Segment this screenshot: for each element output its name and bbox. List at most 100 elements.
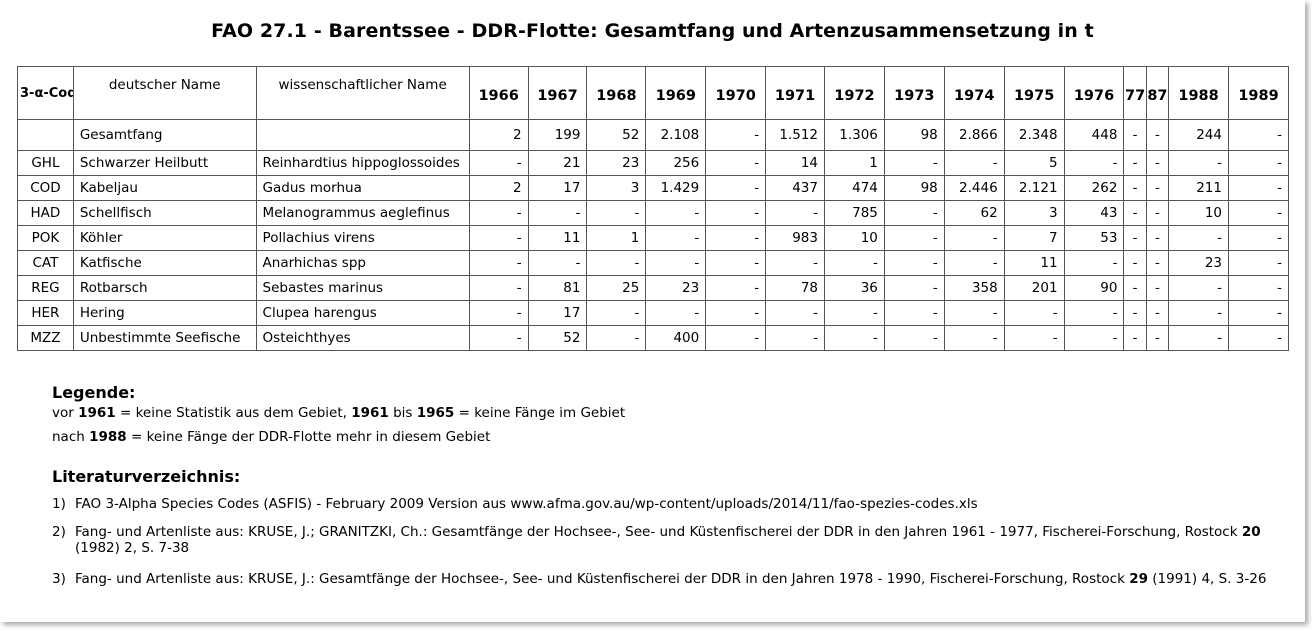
document-page: FAO 27.1 - Barentssee - DDR-Flotte: Gesa… [17, 20, 1289, 587]
catch-value: - [1145, 300, 1170, 326]
catch-value: 1.512 [765, 119, 825, 151]
catch-value: 11 [527, 225, 588, 251]
literature-item-3: 3) Fang- und Artenliste aus: KRUSE, J.: … [52, 571, 1267, 587]
catch-value: 21 [527, 150, 588, 176]
catch-value: 14 [765, 150, 825, 176]
catch-value: - [527, 200, 588, 226]
page-title: FAO 27.1 - Barentssee - DDR-Flotte: Gesa… [211, 20, 1094, 42]
catch-value: - [1123, 200, 1147, 226]
catch-value: 1 [824, 150, 885, 176]
catch-value: - [1003, 300, 1065, 326]
catch-value: - [1123, 325, 1147, 351]
species-code: MZZ [17, 325, 74, 351]
catch-value: - [1228, 225, 1289, 251]
catch-value: - [705, 250, 767, 276]
header-year: 1988 [1168, 66, 1229, 120]
catch-value: - [1123, 275, 1147, 301]
catch-value: - [468, 325, 529, 351]
catch-value: - [705, 175, 767, 201]
german-name: Schellfisch [72, 200, 257, 226]
table-row: CAT Katfische Anarhichas spp - - - - - - - - -11- - -… [17, 250, 1289, 276]
catch-value: 1.429 [645, 175, 707, 201]
species-code: COD [17, 175, 74, 201]
species-code: GHL [17, 150, 74, 176]
catch-value: 211 [1168, 175, 1229, 201]
header-year: 1972 [824, 66, 885, 120]
catch-value: - [943, 150, 1005, 176]
german-name: Rotbarsch [72, 275, 257, 301]
catch-value: - [1145, 275, 1170, 301]
catch-value: 400 [645, 325, 707, 351]
catch-value: - [468, 150, 529, 176]
header-year: 1975 [1003, 66, 1065, 120]
species-code: POK [17, 225, 74, 251]
catch-value: - [765, 300, 825, 326]
legend-heading: Legende: [52, 383, 136, 402]
catch-value: 3 [586, 175, 647, 201]
catch-value: 785 [824, 200, 885, 226]
catch-value: - [824, 250, 885, 276]
scientific-name: Anarhichas spp [255, 250, 470, 276]
species-code: HAD [17, 200, 74, 226]
catch-value: - [1228, 325, 1289, 351]
legend-line-2: nach 1988 = keine Fänge der DDR-Flotte m… [52, 429, 491, 445]
header-year: 1974 [943, 66, 1005, 120]
catch-value: - [1228, 250, 1289, 276]
catch-value: - [943, 325, 1005, 351]
catch-value: - [1168, 325, 1229, 351]
table-row: HER Hering Clupea harengus -17- - - - - - - - - - - - - [17, 300, 1289, 326]
catch-value: - [586, 200, 647, 226]
catch-value: 2 [468, 119, 529, 151]
catch-value: 98 [883, 119, 945, 151]
catch-value: - [705, 119, 767, 151]
catch-value: - [943, 250, 1005, 276]
catch-value: - [943, 225, 1005, 251]
catch-value: 256 [645, 150, 707, 176]
catch-value: - [468, 275, 529, 301]
catch-value: 62 [943, 200, 1005, 226]
catch-value: - [1168, 300, 1229, 326]
catch-value: - [1145, 325, 1170, 351]
catch-value: - [943, 300, 1005, 326]
catch-value: 78 [765, 275, 825, 301]
catch-value: 2.446 [943, 175, 1005, 201]
catch-value: - [645, 300, 707, 326]
catch-value: 7 [1003, 225, 1065, 251]
table-row-total: Gesamtfang 2 199 52 2.108-1.512 1.306 98 2.866 2… [17, 119, 1289, 151]
catch-value: - [705, 300, 767, 326]
catch-value: - [645, 200, 707, 226]
catch-value: 36 [824, 275, 885, 301]
catch-value: 448 [1063, 119, 1125, 151]
catch-value: - [1123, 300, 1147, 326]
catch-value: - [1063, 300, 1125, 326]
catch-value: - [883, 300, 945, 326]
catch-value: 358 [943, 275, 1005, 301]
scientific-name: Osteichthyes [255, 325, 470, 351]
table-header-row: 3-α-Code deutscher Name wissenschaftlich… [17, 66, 1289, 120]
catch-value: - [1228, 200, 1289, 226]
header-code: 3-α-Code [17, 66, 74, 120]
german-name: Hering [72, 300, 257, 326]
header-german-name: deutscher Name [72, 66, 257, 120]
catch-value: 17 [527, 175, 588, 201]
catch-value: - [765, 250, 825, 276]
catch-value: - [586, 325, 647, 351]
catch-value: 5 [1003, 150, 1065, 176]
catch-value: - [468, 225, 529, 251]
catch-table: 3-α-Code deutscher Name wissenschaftlich… [17, 66, 1289, 351]
catch-value: - [1228, 275, 1289, 301]
german-name: Gesamtfang [72, 119, 257, 151]
catch-value: 23 [586, 150, 647, 176]
header-year: 1967 [527, 66, 588, 120]
catch-value: - [1063, 250, 1125, 276]
catch-value: 3 [1003, 200, 1065, 226]
table-row: HAD Schellfisch Melanogrammus aeglefinus - -… [17, 200, 1289, 226]
catch-value: - [527, 250, 588, 276]
catch-value: - [1228, 119, 1289, 151]
table-row: GHL Schwarzer Heilbutt Reinhardtius hippog… [17, 150, 1289, 176]
header-year: 87 [1145, 66, 1170, 120]
catch-value: - [586, 300, 647, 326]
catch-value: - [824, 325, 885, 351]
catch-value: 17 [527, 300, 588, 326]
catch-value: - [883, 275, 945, 301]
